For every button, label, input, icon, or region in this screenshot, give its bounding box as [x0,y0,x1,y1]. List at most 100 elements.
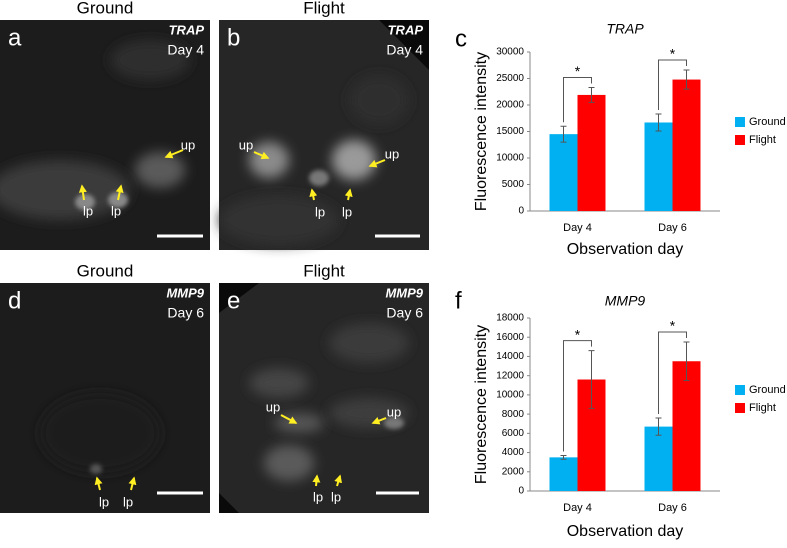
x-tick-label: Day 4 [563,222,592,234]
structure-label: lp [342,204,352,219]
structure-label: lp [313,489,323,504]
structure-label: lp [99,494,109,509]
panel-title: Flight [303,261,345,280]
chart-title: TRAP [606,21,644,37]
y-tick-label: 14000 [496,351,524,362]
y-tick-label: 25000 [496,73,524,84]
signal-blob [329,323,409,363]
y-tick-label: 15000 [496,126,524,137]
signal-blob [264,445,314,481]
structure-label: lp [123,494,133,509]
bar [549,457,578,491]
y-tick-label: 20000 [496,100,524,111]
legend-swatch [735,403,745,413]
signal-blob [40,393,160,473]
day-label: Day 6 [167,305,204,321]
significance-mark: * [670,46,676,62]
significance-bracket [563,77,592,123]
signal-blob [110,40,190,80]
chart-title: MMP9 [605,293,646,309]
signal-blob [135,152,185,188]
panel-letter: c [455,25,467,52]
significance-mark: * [575,63,581,79]
structure-label: lp [83,203,93,218]
error-bar [655,113,662,132]
arrow [309,188,318,201]
day-label: Day 4 [167,42,204,58]
arrow [344,188,353,201]
panel-title: Ground [77,261,134,280]
arrow [115,184,124,201]
structure-label: up [239,137,253,152]
significance-mark: * [670,318,676,334]
image-panel: b TRAP Day 4 up up lp lp [219,20,429,250]
legend-label: Flight [749,134,776,146]
bar [549,134,578,211]
signal-blob [90,464,102,474]
arrow [280,414,298,424]
image-panel: e MMP9 Day 6 up up lp lp [219,283,429,513]
y-tick-label: 8000 [502,409,525,420]
significance-bracket [658,59,687,111]
structure-label: up [387,404,401,419]
y-tick-label: 12000 [496,370,524,381]
significance-bracket [658,331,687,414]
legend-swatch [735,385,745,395]
bar [644,122,673,211]
arrow [164,149,184,159]
signal-blob [249,368,309,398]
error-bar [588,87,595,103]
structure-label: up [385,146,399,161]
legend-label: Ground [749,116,786,128]
signal-blob [309,170,329,186]
signal-blob [384,417,404,429]
error-bar [683,341,690,381]
panel-letter: a [8,24,22,51]
arrow [94,476,103,491]
significance-bracket [563,340,592,452]
arrow [371,416,387,425]
signal-blob [219,195,339,245]
legend-label: Flight [749,402,776,414]
arrow [128,476,137,491]
error-bar [560,125,567,143]
signal-blob [249,142,289,178]
x-axis-label: Observation day [567,523,684,540]
y-tick-label: 4000 [502,447,525,458]
y-tick-label: 10000 [496,390,524,401]
y-tick-label: 18000 [496,313,524,324]
error-bar [588,350,595,409]
gene-label: MMP9 [166,285,204,300]
signal-blob [75,194,95,210]
panel-letter: f [455,287,462,314]
y-tick-label: 30000 [496,47,524,58]
panel-title: Ground [77,0,134,17]
y-tick-label: 5000 [502,179,525,190]
structure-label: up [181,137,195,152]
y-axis-label: Fluorescence intensity [473,325,490,484]
gene-label: TRAP [169,22,205,37]
panel-letter: d [8,287,21,314]
y-tick-label: 10000 [496,153,524,164]
legend-swatch [735,135,745,145]
gene-label: MMP9 [385,285,423,300]
structure-label: lp [111,203,121,218]
image-panel: d MMP9 Day 6 lp lp [0,283,210,513]
image-panel: a TRAP Day 4 up lp lp [0,20,210,250]
x-tick-label: Day 6 [658,502,687,514]
day-label: Day 4 [386,42,423,58]
structure-label: lp [331,489,341,504]
legend-label: Ground [749,384,786,396]
gene-label: TRAP [388,22,424,37]
structure-label: lp [315,204,325,219]
arrow [312,474,321,487]
arrow [334,474,342,487]
y-axis-label: Fluorescence intensity [473,52,490,211]
day-label: Day 6 [386,305,423,321]
y-tick-label: 6000 [502,428,525,439]
y-tick-label: 2000 [502,466,525,477]
panel-letter: e [227,287,240,314]
bar [644,426,673,491]
x-axis-label: Observation day [567,241,684,258]
